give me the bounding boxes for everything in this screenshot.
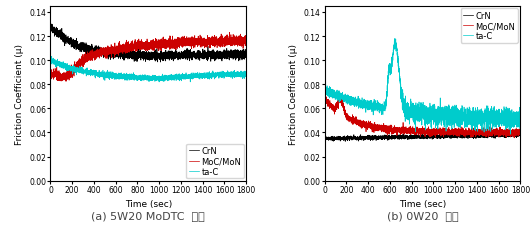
X-axis label: Time (sec): Time (sec) xyxy=(125,199,172,209)
ta-C xyxy=(156,81,162,84)
ta-C xyxy=(499,119,505,122)
MoC/MoN xyxy=(511,137,518,140)
CrN xyxy=(440,136,446,139)
CrN xyxy=(47,25,54,27)
CrN xyxy=(169,53,176,56)
MoC/MoN xyxy=(169,42,176,44)
ta-C xyxy=(508,133,514,136)
ta-C xyxy=(392,38,398,41)
CrN xyxy=(225,51,231,54)
MoC/MoN xyxy=(443,131,450,134)
ta-C xyxy=(89,73,96,76)
ta-C xyxy=(48,56,55,58)
MoC/MoN xyxy=(517,130,524,132)
CrN xyxy=(243,53,250,56)
MoC/MoN xyxy=(323,96,329,99)
ta-C xyxy=(517,113,524,116)
ta-C xyxy=(166,77,172,80)
Y-axis label: Friction Coefficient (μ): Friction Coefficient (μ) xyxy=(15,44,24,144)
CrN xyxy=(363,137,370,140)
MoC/MoN xyxy=(321,98,328,101)
X-axis label: Time (sec): Time (sec) xyxy=(399,199,446,209)
MoC/MoN xyxy=(499,133,505,135)
ta-C xyxy=(376,107,382,109)
CrN xyxy=(499,135,505,138)
CrN xyxy=(342,140,348,143)
ta-C xyxy=(517,124,524,127)
ta-C xyxy=(243,71,250,74)
CrN xyxy=(517,134,524,136)
ta-C xyxy=(169,77,176,80)
ta-C xyxy=(440,115,446,118)
Line: ta-C: ta-C xyxy=(50,57,246,83)
Text: (a) 5W20 MoDTC  오일: (a) 5W20 MoDTC 오일 xyxy=(91,210,205,220)
CrN xyxy=(493,131,499,134)
ta-C xyxy=(363,104,370,107)
CrN xyxy=(47,23,54,26)
Line: CrN: CrN xyxy=(50,24,246,63)
ta-C xyxy=(243,73,250,76)
MoC/MoN xyxy=(363,126,370,129)
Line: ta-C: ta-C xyxy=(324,39,520,135)
Legend: CrN, MoC/MoN, ta-C: CrN, MoC/MoN, ta-C xyxy=(460,9,518,44)
CrN xyxy=(517,134,524,136)
Legend: CrN, MoC/MoN, ta-C: CrN, MoC/MoN, ta-C xyxy=(186,144,244,178)
MoC/MoN xyxy=(243,44,250,46)
MoC/MoN xyxy=(166,44,172,46)
MoC/MoN xyxy=(243,36,250,38)
ta-C xyxy=(47,59,54,62)
MoC/MoN xyxy=(102,52,108,55)
Line: MoC/MoN: MoC/MoN xyxy=(50,33,246,82)
MoC/MoN xyxy=(63,81,69,83)
CrN xyxy=(443,136,450,139)
MoC/MoN xyxy=(517,134,524,136)
Y-axis label: Friction Coefficient (μ): Friction Coefficient (μ) xyxy=(289,44,298,144)
CrN xyxy=(102,50,108,53)
ta-C xyxy=(321,89,328,91)
CrN xyxy=(89,48,96,51)
ta-C xyxy=(102,73,108,76)
CrN xyxy=(157,61,164,64)
ta-C xyxy=(225,71,231,74)
MoC/MoN xyxy=(225,42,231,45)
CrN xyxy=(243,54,250,57)
Text: (b) 0W20  오일: (b) 0W20 오일 xyxy=(387,210,458,220)
MoC/MoN xyxy=(226,32,233,35)
MoC/MoN xyxy=(47,76,54,78)
MoC/MoN xyxy=(89,57,96,60)
CrN xyxy=(321,138,328,141)
MoC/MoN xyxy=(440,127,446,129)
Line: CrN: CrN xyxy=(324,133,520,142)
MoC/MoN xyxy=(376,127,382,130)
CrN xyxy=(166,50,172,53)
Line: MoC/MoN: MoC/MoN xyxy=(324,97,520,138)
ta-C xyxy=(443,123,450,125)
CrN xyxy=(376,138,382,141)
